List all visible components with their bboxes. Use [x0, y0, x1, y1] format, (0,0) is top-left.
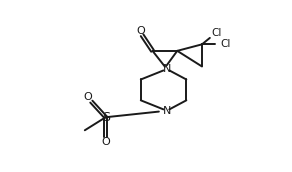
Text: Cl: Cl — [220, 39, 231, 49]
Text: N: N — [163, 64, 171, 74]
Text: Cl: Cl — [211, 28, 221, 38]
Text: O: O — [136, 26, 145, 36]
Text: N: N — [163, 106, 171, 116]
Text: O: O — [84, 92, 93, 102]
Text: S: S — [102, 111, 110, 124]
Text: O: O — [101, 137, 110, 148]
